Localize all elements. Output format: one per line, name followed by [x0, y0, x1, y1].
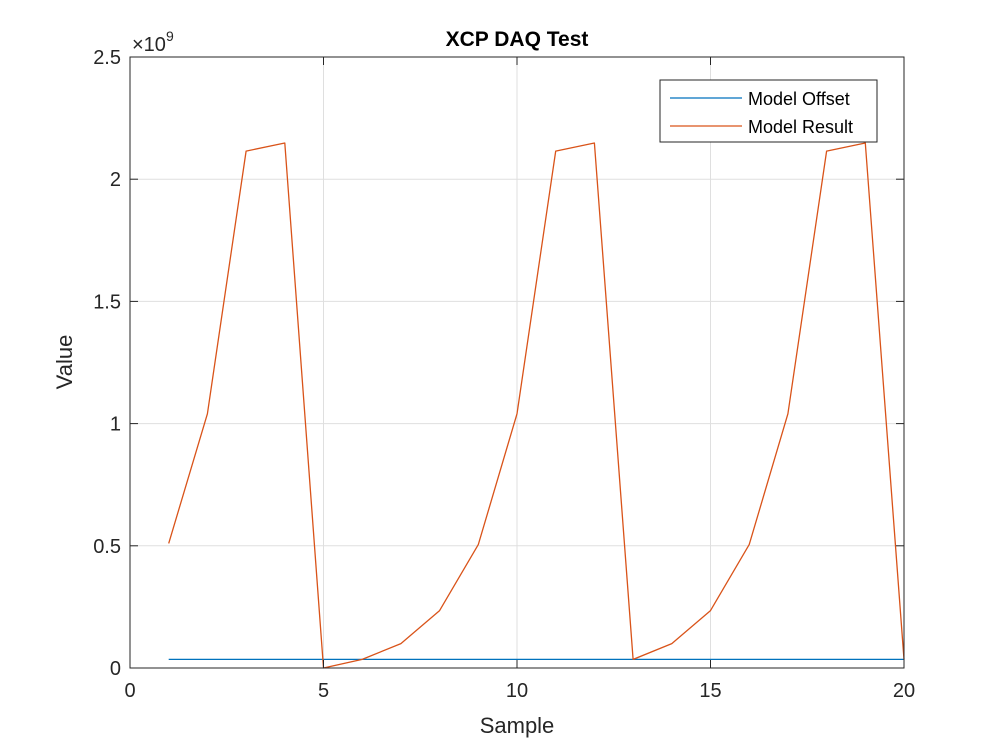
- legend-label-model-result: Model Result: [748, 117, 853, 137]
- grid: [130, 57, 904, 668]
- y-exponent-power: 9: [166, 28, 174, 44]
- series-line-model-result: [168, 142, 905, 669]
- y-tick-label: 2.5: [93, 47, 121, 69]
- y-tick-label: 0.5: [93, 536, 121, 558]
- chart-title: XCP DAQ Test: [446, 28, 589, 51]
- y-tick-label: 1.5: [93, 291, 121, 313]
- x-tick-label: 20: [893, 680, 915, 702]
- series-layer: [168, 142, 905, 669]
- x-tick-label: 10: [506, 680, 528, 702]
- y-tick-label: 2: [110, 169, 121, 191]
- x-tick-label: 0: [124, 680, 135, 702]
- legend: Model Offset Model Result: [659, 79, 878, 143]
- y-axis-label: Value: [52, 335, 77, 390]
- y-exponent-base: ×10: [132, 34, 166, 56]
- legend-label-model-offset: Model Offset: [748, 89, 850, 109]
- x-axis-label: Sample: [480, 713, 555, 738]
- legend-box: [659, 79, 878, 143]
- x-tick-label: 5: [318, 680, 329, 702]
- y-exponent-label: ×109: [132, 28, 174, 56]
- x-tick-label: 15: [699, 680, 721, 702]
- y-tick-label: 1: [110, 414, 121, 436]
- ticks: 0 5 10 15 20 0 0.5 1 1.5 2 2.5: [93, 47, 915, 702]
- y-tick-label: 0: [110, 658, 121, 680]
